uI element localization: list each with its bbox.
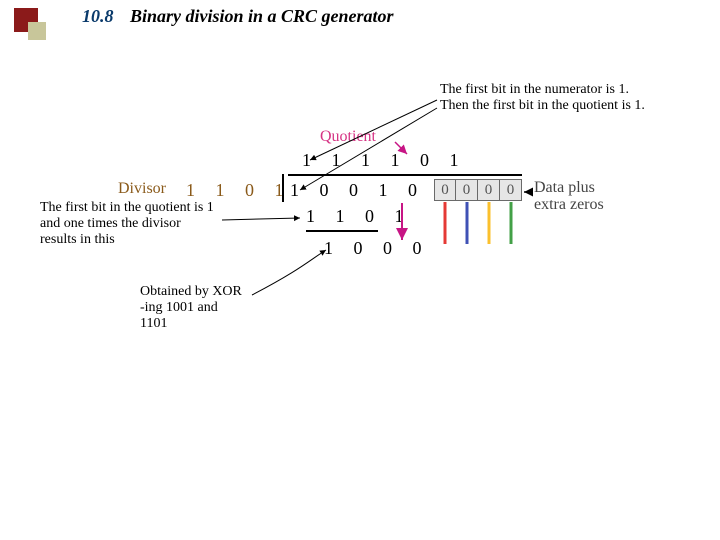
annotation-left: The first bit in the quotient is 1 and o…	[40, 200, 220, 248]
divisor-digits: 1 1 0 1	[186, 180, 292, 201]
title-bullet-icon	[14, 8, 46, 40]
dpz-l1: Data plus	[534, 179, 595, 196]
zero-cell: 0	[500, 179, 522, 201]
page-root: 10.8 Binary division in a CRC generator …	[0, 0, 720, 540]
quotient-rule	[288, 174, 522, 176]
figure-title: Binary division in a CRC generator	[130, 6, 394, 27]
callout-top-to-dividend	[300, 108, 437, 190]
overlay-svg	[0, 0, 720, 540]
annotation-xor-l2: -ing 1001 and	[140, 300, 218, 315]
quotient-digits: 1 1 1 1 0 1	[302, 150, 467, 171]
label-quotient: Quotient	[320, 128, 376, 146]
division-bracket-vertical	[282, 174, 284, 202]
label-divisor: Divisor	[118, 180, 166, 198]
appended-zeros: 0 0 0 0	[434, 179, 522, 201]
annotation-xor-l1: Obtained by XOR	[140, 284, 242, 299]
label-data-plus-zeros: Data plus extra zeros	[534, 180, 664, 214]
callout-left-to-sub	[222, 218, 300, 220]
dpz-l2: extra zeros	[534, 196, 604, 213]
zero-cell: 0	[456, 179, 478, 201]
annotation-xor: Obtained by XOR -ing 1001 and 1101	[140, 284, 280, 332]
step1-remainder: 1 0 0 0	[324, 238, 430, 259]
annotation-top: The first bit in the numerator is 1. The…	[440, 82, 650, 114]
annotation-xor-l3: 1101	[140, 316, 167, 331]
zero-cell: 0	[434, 179, 456, 201]
step1-rule	[306, 230, 378, 232]
dividend-digits: 1 0 0 1 0 0	[290, 180, 455, 201]
step1-subtrahend: 1 1 0 1	[306, 206, 412, 227]
figure-number: 10.8	[82, 6, 114, 27]
zero-cell: 0	[478, 179, 500, 201]
bullet-square-light	[28, 22, 46, 40]
